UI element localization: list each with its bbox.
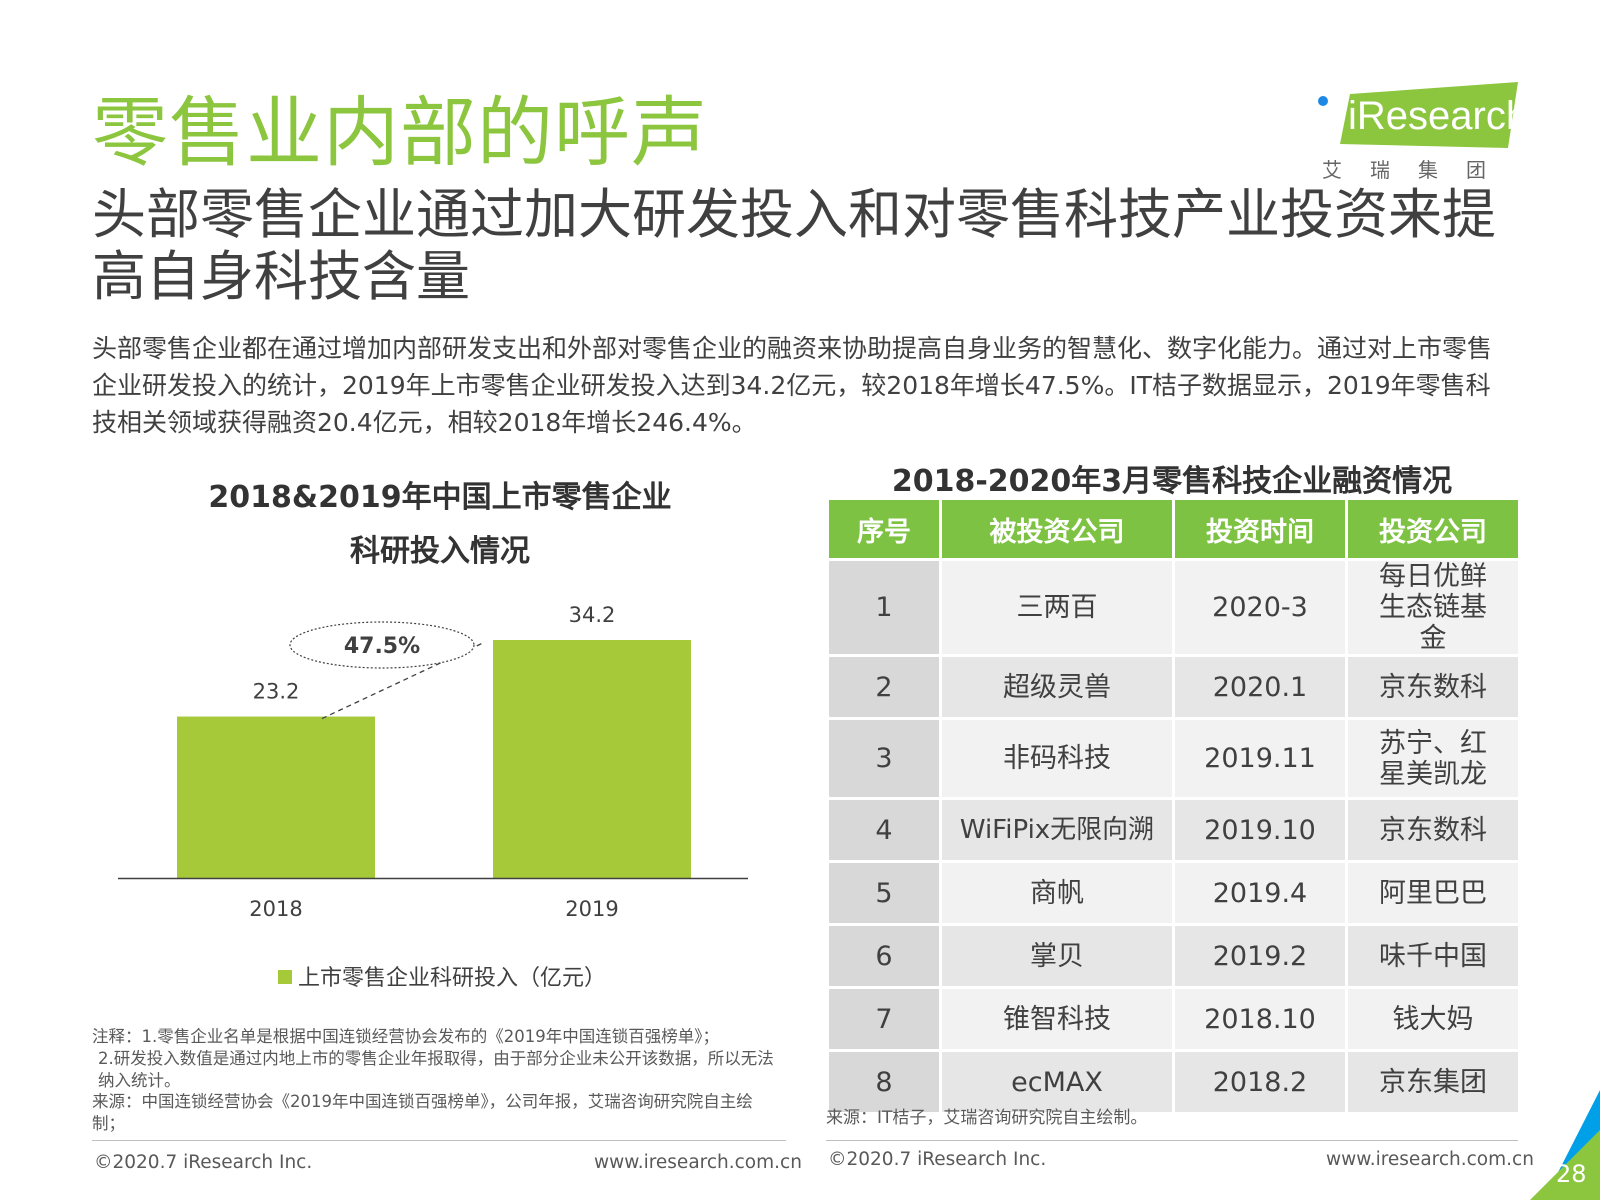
- bar-chart: 23.2 2018 34.2 2019 47.5%: [118, 603, 748, 920]
- summary-paragraph: 头部零售企业都在通过增加内部研发支出和外部对零售企业的融资来协助提高自身业务的智…: [92, 334, 1493, 437]
- chart-title-line2: 科研投入情况: [350, 534, 530, 569]
- header-date: 投资时间: [1172, 497, 1348, 561]
- page-number: 28: [1556, 1160, 1587, 1188]
- footer-divider-right: [826, 1140, 1518, 1141]
- table-row: 8 ecMAX 2018.2 京东集团: [826, 1049, 1521, 1115]
- row-company: WiFiPix无限向溯: [939, 797, 1175, 863]
- footer-copyright: ©2020.7 iResearch Inc.: [94, 1152, 313, 1173]
- table-row: 6 掌贝 2019.2 味千中国: [826, 923, 1521, 989]
- financing-table: 序号 被投资公司 投资时间 投资公司 1 三两百 2020-3 每日优鲜生态链基…: [826, 497, 1521, 1115]
- row-date: 2019.4: [1172, 860, 1348, 926]
- page-subtitle: 头部零售企业通过加大研发投入和对零售科技产业投资来提高自身科技含量: [92, 183, 1496, 308]
- corner-decoration: [1530, 1090, 1600, 1200]
- logo-text: iResearch: [1348, 94, 1529, 138]
- header-company: 被投资公司: [939, 497, 1175, 561]
- row-investor: 京东集团: [1345, 1049, 1521, 1115]
- row-index: 2: [826, 654, 942, 720]
- footer-copyright-right: ©2020.7 iResearch Inc.: [828, 1149, 1047, 1170]
- x-tick-label-2019: 2019: [565, 897, 618, 920]
- logo-banner-shape: [1340, 82, 1518, 148]
- table-row: 4 WiFiPix无限向溯 2019.10 京东数科: [826, 797, 1521, 863]
- footer-url: www.iresearch.com.cn: [594, 1152, 802, 1173]
- row-company: 掌贝: [939, 923, 1175, 989]
- row-date: 2020-3: [1172, 558, 1348, 657]
- row-date: 2019.11: [1172, 717, 1348, 800]
- header-index: 序号: [826, 497, 942, 561]
- table-row: 1 三两百 2020-3 每日优鲜生态链基金: [826, 558, 1521, 657]
- footer-url-right: www.iresearch.com.cn: [1326, 1149, 1534, 1170]
- row-investor: 每日优鲜生态链基金: [1345, 558, 1521, 657]
- legend-label: 上市零售企业科研投入（亿元）: [298, 966, 607, 991]
- row-investor: 阿里巴巴: [1345, 860, 1521, 926]
- row-investor: 钱大妈: [1345, 986, 1521, 1052]
- footer-divider-left: [92, 1140, 786, 1141]
- bar-2019: [493, 640, 691, 878]
- note-line-2: 2.研发投入数值是通过内地上市的零售企业年报取得，由于部分企业未公开该数据，所以…: [98, 1049, 774, 1090]
- row-index: 8: [826, 1049, 942, 1115]
- row-index: 1: [826, 558, 942, 657]
- table-row: 3 非码科技 2019.11 苏宁、红星美凯龙: [826, 717, 1521, 800]
- growth-ellipse: [289, 621, 475, 669]
- row-date: 2019.2: [1172, 923, 1348, 989]
- table-row: 2 超级灵兽 2020.1 京东数科: [826, 654, 1521, 720]
- row-company: 非码科技: [939, 717, 1175, 800]
- row-company: 锥智科技: [939, 986, 1175, 1052]
- row-investor: 苏宁、红星美凯龙: [1345, 717, 1521, 800]
- row-date: 2018.10: [1172, 986, 1348, 1052]
- iresearch-logo: iResearch 艾瑞集团: [1318, 82, 1528, 186]
- growth-annotation: 47.5%: [344, 634, 420, 659]
- row-date: 2018.2: [1172, 1049, 1348, 1115]
- row-index: 5: [826, 860, 942, 926]
- logo-subtext: 艾瑞集团: [1322, 158, 1514, 182]
- row-company: 超级灵兽: [939, 654, 1175, 720]
- bar-2018: [177, 716, 375, 878]
- row-company: ecMAX: [939, 1049, 1175, 1115]
- row-company: 商帆: [939, 860, 1175, 926]
- row-index: 4: [826, 797, 942, 863]
- chart-source: 来源：中国连锁经营协会《2019年中国连锁百强榜单》，公司年报，艾瑞咨询研究院自…: [92, 1092, 753, 1133]
- row-date: 2019.10: [1172, 797, 1348, 863]
- table-header-row: 序号 被投资公司 投资时间 投资公司: [826, 497, 1521, 561]
- row-index: 7: [826, 986, 942, 1052]
- table-title: 2018-2020年3月零售科技企业融资情况: [891, 464, 1453, 499]
- x-tick-label-2018: 2018: [249, 897, 302, 920]
- data-label-2018: 23.2: [253, 680, 300, 704]
- row-index: 6: [826, 923, 942, 989]
- row-investor: 味千中国: [1345, 923, 1521, 989]
- note-line-1: 注释：1.零售企业名单是根据中国连锁经营协会发布的《2019年中国连锁百强榜单》…: [92, 1027, 719, 1046]
- chart-title: 2018&2019年中国上市零售企业: [208, 480, 672, 515]
- row-index: 3: [826, 717, 942, 800]
- row-date: 2020.1: [1172, 654, 1348, 720]
- logo-dot-icon: [1318, 96, 1328, 106]
- page-title: 零售业内部的呼声: [92, 88, 708, 177]
- table-source: 来源：IT桔子，艾瑞咨询研究院自主绘制。: [826, 1108, 1148, 1128]
- row-investor: 京东数科: [1345, 797, 1521, 863]
- chart-legend: 上市零售企业科研投入（亿元）: [278, 960, 606, 992]
- growth-connector: [321, 641, 486, 720]
- table-row: 7 锥智科技 2018.10 钱大妈: [826, 986, 1521, 1052]
- header-investor: 投资公司: [1345, 497, 1521, 561]
- table-row: 5 商帆 2019.4 阿里巴巴: [826, 860, 1521, 926]
- legend-swatch: [278, 970, 292, 984]
- row-investor: 京东数科: [1345, 654, 1521, 720]
- data-label-2019: 34.2: [569, 603, 616, 627]
- row-company: 三两百: [939, 558, 1175, 657]
